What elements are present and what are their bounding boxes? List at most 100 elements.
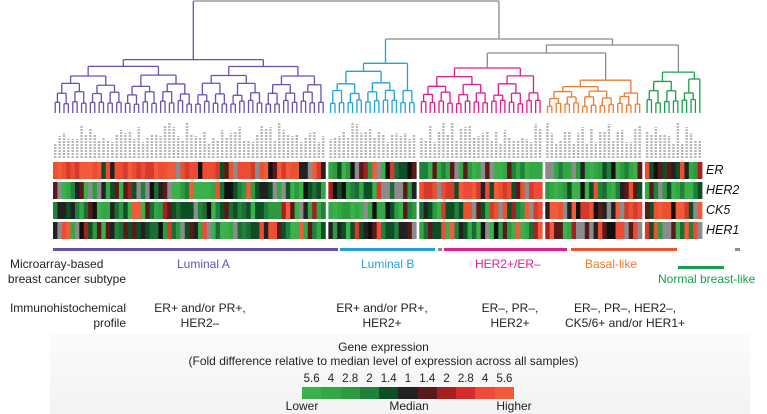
heatmap-cell [88, 202, 93, 219]
heatmap-cell [619, 222, 625, 239]
heatmap-cell [337, 182, 342, 199]
heatmap-cell [136, 182, 142, 199]
heatmap-cell [480, 162, 486, 179]
heatmap-cell [680, 202, 685, 219]
heatmap-cell [114, 202, 120, 219]
legend-median-label: Median [389, 399, 429, 413]
heatmap-cell [454, 182, 460, 199]
heatmap-cell [255, 202, 260, 219]
heatmap-cell [619, 202, 625, 219]
heatmap-cell [299, 182, 304, 199]
heatmap-cell [114, 162, 120, 179]
heatmap-cell [372, 202, 378, 219]
heatmap-cell [428, 222, 433, 239]
heatmap-cell [294, 162, 300, 179]
heatmap-cell [171, 202, 177, 219]
row-label-microarray-line2: breast cancer subtype [7, 272, 126, 286]
heatmap-cell [92, 182, 98, 199]
subtype-name-basal: Basal-like [585, 257, 638, 271]
heatmap-cell [407, 202, 413, 219]
legend-color-segment [436, 387, 457, 399]
heatmap-cell [597, 182, 603, 199]
heatmap-cell [633, 162, 638, 179]
heatmap-cell [675, 222, 681, 239]
heatmap-cell [250, 202, 256, 219]
heatmap-cell [445, 182, 451, 199]
heatmap-cell [684, 202, 690, 219]
heatmap-cell [458, 222, 464, 239]
heatmap-cell [162, 202, 168, 219]
heatmap-cell [562, 202, 568, 219]
heatmap-cell [489, 162, 495, 179]
heatmap-cell [241, 202, 247, 219]
ihc-luminal-a-line2: HER2– [180, 316, 220, 330]
heatmap-cell [337, 162, 342, 179]
heatmap-cell [272, 182, 278, 199]
heatmap-cell [511, 202, 517, 219]
heatmap-cell [653, 182, 659, 199]
heatmap-cell [385, 162, 391, 179]
heatmap-cell [666, 162, 672, 179]
heatmap-cell [637, 182, 643, 199]
heatmap-cell [74, 202, 80, 219]
heatmap-cell [316, 162, 322, 179]
heatmap-cell [644, 182, 650, 199]
heatmap-cell [441, 162, 446, 179]
heatmap-cell [268, 202, 274, 219]
heatmap-cell [290, 162, 296, 179]
ihc-basal-line1: ER–, PR–, HER2–, [573, 301, 677, 315]
heatmap-cell [228, 222, 234, 239]
heatmap-cell [463, 162, 468, 179]
heatmap-cell [363, 202, 369, 219]
heatmap-cell [454, 202, 460, 219]
heatmap-cell [202, 222, 208, 239]
heatmap-cell [428, 182, 433, 199]
heatmap-cell [507, 162, 512, 179]
heatmap-cell [680, 162, 685, 179]
heatmap-cell [285, 202, 291, 219]
heatmap-cell [281, 222, 287, 239]
heatmap-cell [432, 202, 438, 219]
heatmap-cell [628, 182, 634, 199]
heatmap-cell [224, 202, 230, 219]
heatmap-cell [511, 162, 517, 179]
ihc-label-line2: profile [93, 316, 126, 330]
legend-color-segment [398, 387, 419, 399]
sample-dendrogram [54, 0, 701, 113]
heatmap-cell [398, 182, 404, 199]
heatmap-cell [83, 182, 89, 199]
heatmap-cell [419, 222, 425, 239]
subtype-name-her2: HER2+/ER– [475, 257, 541, 271]
heatmap-cell [341, 222, 347, 239]
heatmap-cell [123, 202, 129, 219]
heatmap-cell [281, 182, 287, 199]
heatmap-cell [132, 222, 137, 239]
heatmap-cell [211, 222, 216, 239]
heatmap-cell [285, 182, 291, 199]
heatmap-cell [624, 222, 630, 239]
heatmap-cell [593, 222, 599, 239]
heatmap-cell [507, 222, 512, 239]
heatmap-cell [96, 162, 102, 179]
legend-color-segment [456, 387, 476, 399]
heatmap-cell [606, 182, 612, 199]
row-label-microarray-line1: Microarray-based [10, 257, 104, 271]
heatmap-cell [277, 222, 282, 239]
heatmap-cell [485, 182, 490, 199]
heatmap-cell [602, 162, 608, 179]
heatmap-cell [458, 182, 464, 199]
heatmap-cell [688, 182, 694, 199]
heatmap-cell [180, 162, 186, 179]
heatmap-cell [337, 222, 342, 239]
heatmap-cell [57, 182, 63, 199]
heatmap-cell [445, 202, 451, 219]
heatmap-cell [136, 162, 142, 179]
heatmap-cell [436, 222, 442, 239]
heatmap-cell [649, 162, 655, 179]
legend-tick-label: 4 [327, 373, 335, 385]
heatmap-cell [255, 162, 260, 179]
heatmap-cell [389, 162, 395, 179]
heatmap-cell [215, 182, 221, 199]
heatmap-cell [571, 162, 577, 179]
heatmap-cell [246, 202, 252, 219]
